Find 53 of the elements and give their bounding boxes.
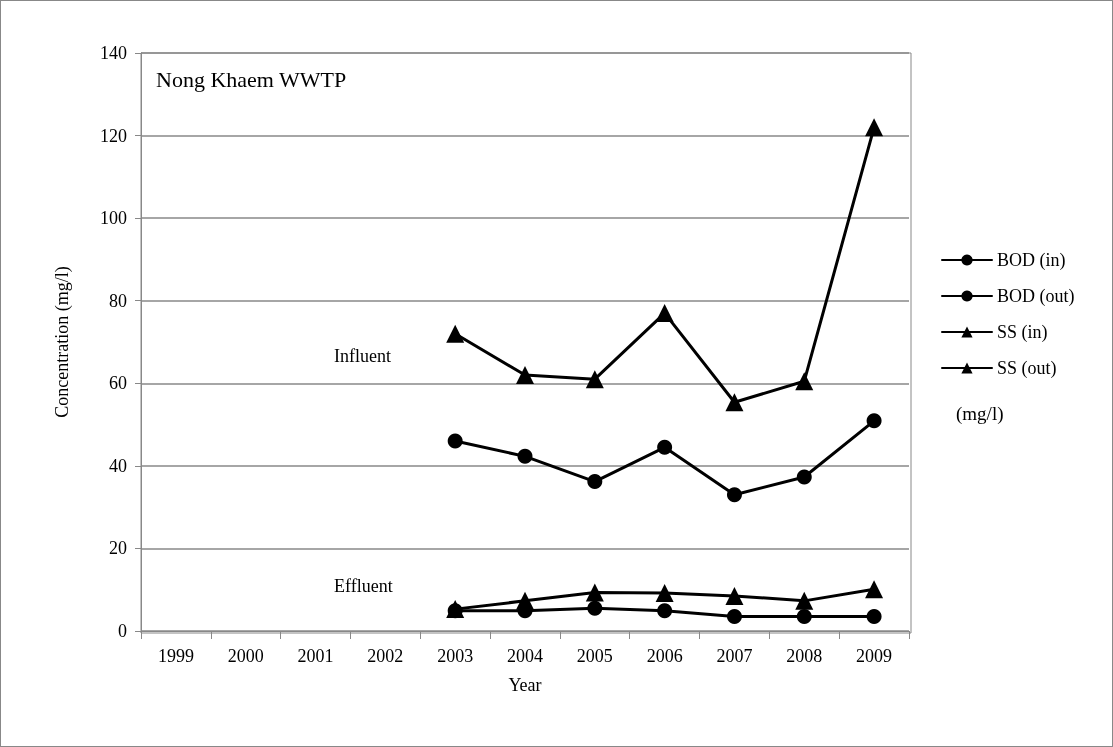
point — [446, 324, 465, 343]
y-tick-label: 100 — [100, 208, 127, 229]
y-tick-label: 120 — [100, 125, 127, 146]
x-tick-label: 2001 — [297, 646, 334, 666]
y-tick-label: 60 — [109, 373, 127, 394]
point — [865, 118, 884, 137]
point — [585, 370, 604, 389]
point — [866, 609, 882, 625]
x-tick-label: 2005 — [576, 646, 613, 666]
point — [587, 474, 603, 490]
point — [726, 609, 742, 625]
x-tick-label: 2003 — [437, 646, 474, 666]
x-tick-label: 2002 — [367, 646, 404, 666]
x-tick-label: 2008 — [786, 646, 823, 666]
point — [796, 469, 812, 485]
x-axis-title: Year — [508, 675, 542, 695]
annotation: Nong Khaem WWTP — [156, 66, 347, 92]
point — [796, 609, 812, 625]
point — [726, 487, 742, 503]
y-tick-label: 140 — [100, 43, 127, 63]
point — [795, 372, 814, 391]
point — [655, 304, 674, 323]
point — [866, 413, 882, 429]
legend-label: BOD (in) — [997, 250, 1066, 271]
x-tick-label: 2009 — [856, 646, 893, 666]
point — [725, 393, 744, 412]
text: (mg/l) — [956, 403, 1004, 425]
point — [516, 366, 534, 385]
x-tick-label: 2004 — [507, 646, 543, 666]
y-tick-label: 0 — [118, 621, 127, 641]
legend-label: BOD (out) — [997, 286, 1075, 307]
point — [795, 591, 814, 610]
y-tick-label: 20 — [109, 538, 127, 559]
x-tick-label: 1999 — [157, 646, 194, 666]
y-tick-label: 40 — [109, 455, 127, 476]
point — [447, 433, 463, 449]
annotation: Influent — [334, 346, 391, 366]
legend-label: SS (out) — [997, 358, 1057, 379]
legend-label: SS (in) — [997, 322, 1048, 343]
point — [657, 603, 673, 619]
point — [655, 584, 674, 603]
point — [725, 586, 744, 605]
x-tick-label: 2006 — [646, 646, 683, 666]
x-tick-label: 2000 — [227, 646, 264, 666]
annotation: Effluent — [334, 576, 393, 596]
y-axis-title: Concentration (mg/l) — [52, 266, 73, 418]
x-tick-label: 2007 — [716, 646, 753, 666]
point — [657, 439, 673, 455]
point — [587, 600, 603, 616]
y-tick-label: 80 — [109, 290, 127, 311]
point — [865, 580, 884, 599]
point — [585, 583, 604, 602]
point — [517, 448, 533, 464]
